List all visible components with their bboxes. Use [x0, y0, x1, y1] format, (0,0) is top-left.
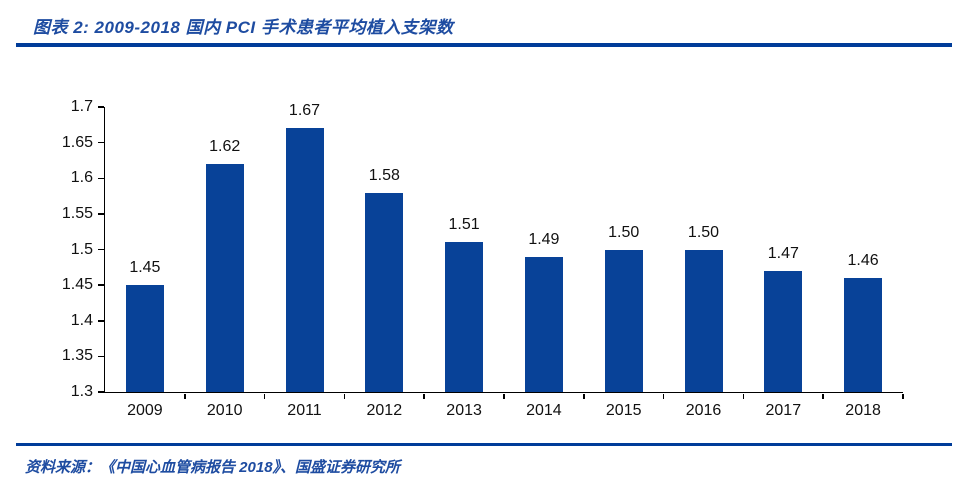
bar-2009 [125, 285, 164, 392]
y-axis-tick [97, 320, 104, 322]
bar-value-label: 1.51 [448, 216, 480, 234]
y-axis-tick-label: 1.5 [70, 240, 93, 258]
y-axis-tick [97, 177, 104, 179]
bar-value-label: 1.50 [687, 223, 720, 241]
bar-2018 [844, 278, 883, 392]
x-axis-category-label: 2010 [206, 402, 243, 419]
bar-2012 [365, 192, 404, 392]
y-axis-tick-label: 1.6 [70, 169, 93, 187]
y-axis-tick [97, 213, 104, 215]
y-axis-tick [97, 106, 104, 108]
bar-value-label: 1.62 [209, 138, 241, 155]
y-axis-tick [97, 391, 104, 393]
y-axis-tick [97, 355, 104, 358]
bar-value-label: 1.46 [847, 252, 879, 269]
x-axis-category-label: 2017 [765, 402, 802, 419]
x-axis-tick [503, 393, 505, 399]
source-note: 资料来源：《中国心血管病报告 2018》、国盛证券研究所 [25, 459, 401, 476]
bar-2017 [764, 270, 803, 392]
bar-2011 [285, 128, 324, 392]
x-axis-tick [902, 393, 904, 399]
bar-chart-plot-area: 1.3 1.35 1.4 1.45 1.5 1.55 1.6 1.65 1.7 1.45 2009 1… [62, 98, 904, 419]
y-axis-tick-label: 1.55 [61, 204, 93, 222]
y-axis-tick-label: 1.7 [70, 98, 93, 115]
bar-2013 [445, 242, 484, 392]
x-axis-tick [423, 393, 425, 399]
bar-2015 [604, 249, 643, 392]
bar-2010 [205, 164, 244, 392]
bar-value-label: 1.49 [528, 230, 560, 248]
x-axis-category-label: 2015 [605, 402, 642, 419]
bottom-divider-rule [16, 443, 952, 446]
x-axis-category-label: 2009 [127, 402, 163, 419]
bar-value-label: 1.67 [288, 102, 321, 120]
y-axis-tick-label: 1.65 [61, 133, 93, 151]
y-axis-tick-label: 1.4 [70, 311, 93, 329]
y-axis-tick-label: 1.3 [70, 383, 93, 400]
x-axis-tick [662, 393, 665, 399]
bar-value-label: 1.45 [129, 259, 161, 277]
x-axis-category-label: 2014 [526, 402, 562, 419]
x-axis-tick [343, 393, 346, 399]
x-axis-category-label: 2012 [366, 402, 403, 419]
y-axis-tick [97, 248, 104, 251]
figure-title: 图表 2: 2009-2018 国内 PCI 手术患者平均植入支架数 [33, 18, 454, 37]
bar-2016 [684, 249, 723, 392]
x-axis-tick [184, 393, 186, 399]
y-axis-tick-label: 1.35 [61, 347, 93, 365]
top-divider-rule [16, 43, 952, 47]
x-axis-category-label: 2013 [446, 402, 482, 419]
x-axis-tick [263, 393, 266, 399]
y-axis-tick [97, 284, 104, 286]
x-axis-tick [742, 393, 745, 399]
y-axis-tick-label: 1.45 [61, 276, 93, 294]
bar-value-label: 1.47 [767, 244, 799, 262]
x-axis-category-label: 2016 [685, 402, 722, 419]
y-axis-tick [97, 141, 104, 144]
bar-2014 [524, 256, 563, 392]
bar-value-label: 1.50 [608, 223, 640, 241]
x-axis-tick [822, 393, 824, 399]
x-axis-category-label: 2018 [845, 402, 881, 419]
x-axis-category-label: 2011 [287, 402, 322, 419]
x-axis-tick [583, 393, 585, 399]
bar-value-label: 1.58 [368, 166, 400, 184]
